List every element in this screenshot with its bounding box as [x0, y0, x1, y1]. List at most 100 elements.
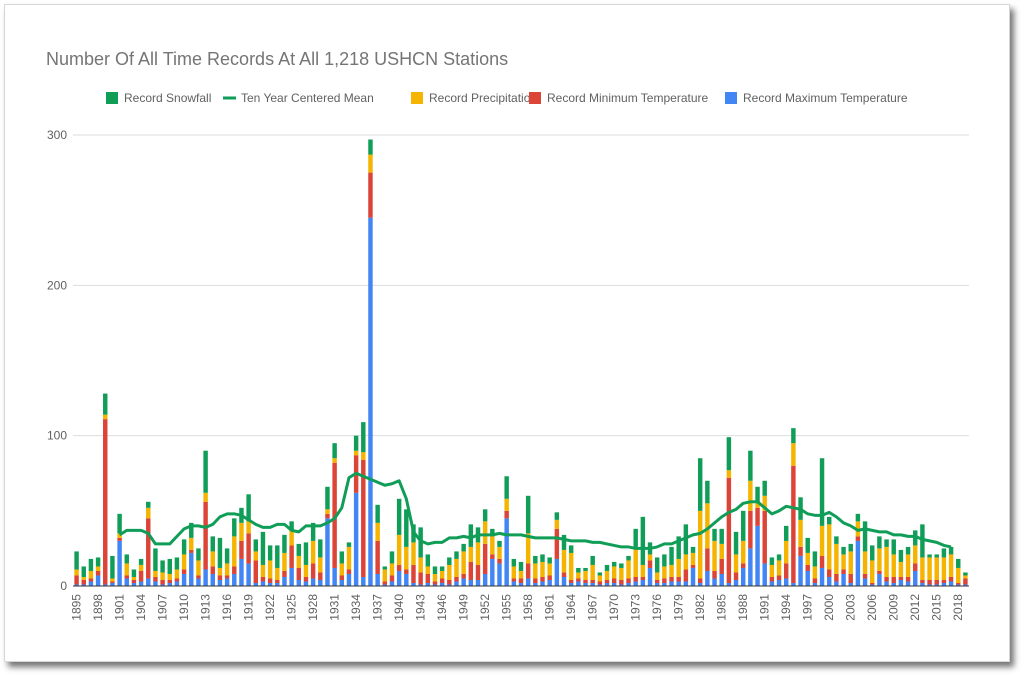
x-tick-label: 1934 — [349, 594, 363, 621]
bar-segment — [941, 548, 947, 558]
y-axis-ticks: 0 100 200 300 — [47, 128, 67, 593]
bar-segment — [554, 558, 560, 586]
bar-segment — [705, 548, 710, 571]
y-tick-label: 300 — [47, 128, 67, 142]
bar-segment — [920, 579, 925, 583]
x-tick-label: 1979 — [672, 594, 686, 621]
bar-segment — [124, 554, 129, 564]
bar-segment — [318, 579, 323, 586]
bar-segment — [941, 557, 947, 580]
bar-segment — [497, 546, 502, 559]
bar-segment — [210, 551, 215, 567]
legend-swatch — [529, 92, 541, 104]
bar-segment — [662, 554, 667, 567]
bar-segment — [812, 578, 818, 583]
bar-segment — [568, 582, 574, 586]
x-tick-label: 1898 — [91, 594, 105, 621]
bar-segment — [791, 428, 796, 444]
bar-segment — [95, 557, 101, 567]
x-tick-label: 1955 — [500, 594, 514, 621]
x-tick-label: 1907 — [156, 594, 170, 621]
bar-segment — [289, 530, 294, 546]
y-tick-label: 100 — [47, 429, 67, 443]
bar-segment — [160, 572, 165, 580]
bar-segment — [332, 458, 337, 463]
bar-segment — [583, 579, 588, 583]
bar-segment — [210, 536, 215, 552]
bar-segment — [633, 576, 638, 582]
bar-segment — [439, 582, 445, 586]
bar-segment — [561, 576, 567, 586]
bar-segment — [275, 567, 280, 580]
bar-segment — [361, 452, 366, 460]
legend: Record Snowfall Ten Year Centered Mean Rec… — [106, 91, 908, 105]
bar-segment — [640, 564, 646, 577]
bar-segment — [769, 564, 775, 577]
bar-segment — [726, 477, 732, 583]
bar-segment — [253, 582, 258, 586]
bar-segment — [920, 582, 925, 586]
bar-segment — [74, 569, 79, 576]
bar-segment — [956, 584, 961, 586]
bar-segment — [905, 546, 911, 555]
bar-segment — [690, 546, 696, 553]
bar-segment — [547, 575, 552, 580]
bar-segment — [339, 551, 345, 564]
bar-segment — [267, 545, 273, 561]
bar-segment — [425, 566, 431, 574]
bar-segment — [819, 567, 825, 586]
bar-segment — [260, 581, 266, 586]
bar-segment — [88, 581, 94, 586]
bar-segment — [748, 480, 753, 511]
bar-segment — [454, 576, 459, 582]
bar-segment — [948, 576, 954, 582]
bar-segment — [819, 458, 825, 526]
bar-segment — [547, 563, 552, 576]
bar-segment — [690, 552, 696, 565]
bar-segment — [705, 480, 710, 504]
bar-segment — [232, 573, 237, 586]
bar-segment — [504, 510, 509, 519]
bar-segment — [647, 560, 653, 568]
bar-segment — [461, 551, 466, 574]
bar-segment — [619, 563, 624, 568]
bar-segment — [540, 581, 545, 586]
bar-segment — [131, 579, 137, 583]
bar-segment — [482, 509, 488, 522]
bar-segment — [791, 443, 796, 466]
x-tick-label: 1904 — [134, 594, 148, 621]
bar-segment — [454, 551, 459, 559]
bar-segment — [346, 542, 352, 547]
bar-segment — [862, 573, 868, 579]
bar-segment — [497, 540, 502, 547]
legend-swatch — [411, 92, 423, 104]
bar-segment — [518, 561, 524, 571]
bar-segment — [346, 573, 352, 586]
bar-segment — [124, 563, 129, 576]
bar-segment — [611, 582, 617, 586]
bar-segment — [482, 573, 488, 586]
bar-segment — [418, 572, 423, 585]
bar-segment — [769, 576, 775, 582]
x-axis-ticks: 1895 1898 1901 1904 1907 1910 1913 1916 1919 1922… — [70, 594, 966, 621]
bar-segment — [898, 561, 904, 577]
bar-segment — [253, 539, 258, 552]
bar-segment — [619, 579, 624, 585]
bar-segment — [805, 537, 810, 553]
bar-segment — [604, 579, 610, 583]
bar-segment — [353, 435, 359, 451]
bar-segment — [81, 576, 86, 580]
bar-segment — [296, 543, 302, 556]
bar-segment — [819, 525, 825, 556]
bar-segment — [934, 554, 939, 558]
bar-segment — [196, 578, 201, 586]
bar-segment — [224, 548, 230, 564]
bar-segment — [310, 563, 316, 579]
bar-segment — [196, 575, 201, 579]
bar-segment — [898, 549, 904, 562]
bar-segment — [905, 576, 911, 582]
bar-segment — [533, 555, 538, 564]
bar-segment — [260, 531, 266, 565]
bar-segment — [633, 581, 638, 586]
bar-segment — [475, 542, 481, 565]
